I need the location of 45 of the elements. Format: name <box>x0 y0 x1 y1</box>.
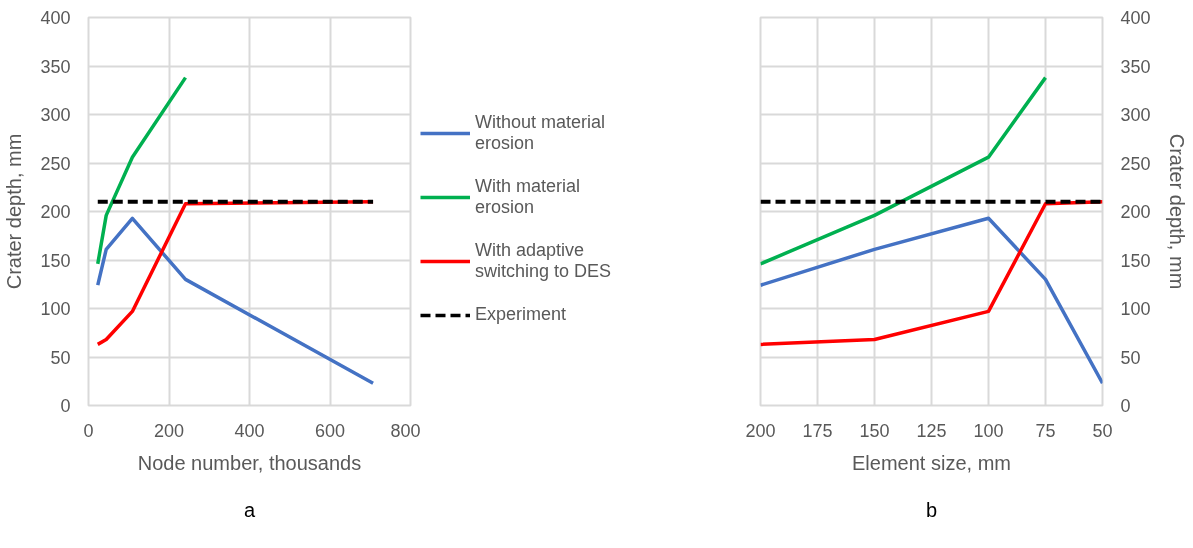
x-tick-label: 150 <box>859 420 890 441</box>
x-tick-label: 200 <box>153 420 185 441</box>
x-tick-label: 600 <box>314 420 346 441</box>
x-tick-label: 100 <box>973 420 1004 441</box>
y-tick-label: 350 <box>1120 56 1151 77</box>
line-series <box>760 75 1048 266</box>
x-tick-label: 125 <box>916 420 947 441</box>
x-tick-label: 50 <box>1092 420 1113 441</box>
legend-label: Without material erosion <box>475 112 606 154</box>
y-tick-label: 250 <box>1120 153 1151 174</box>
legend-label: With adaptive switching to DES <box>475 240 612 282</box>
x-axis-title: Element size, mm <box>852 451 1011 474</box>
x-tick-label: 75 <box>1035 420 1056 441</box>
text: b <box>925 498 938 521</box>
y-tick-label: 100 <box>1120 299 1151 319</box>
y-tick-label: 350 <box>40 56 71 77</box>
x-tick-label: 0 <box>83 420 94 441</box>
x-axis-title: Node number, thousands <box>137 451 362 474</box>
x-tick-label: 200 <box>745 420 776 441</box>
y-tick-label: 200 <box>1120 202 1151 222</box>
y-tick-label: 150 <box>1120 250 1151 271</box>
x-tick-label: 175 <box>802 420 833 441</box>
legend-label: Experiment <box>475 304 567 325</box>
y-tick-label: 50 <box>50 347 71 368</box>
line-series <box>96 75 188 266</box>
y-tick-label: 0 <box>60 396 71 416</box>
y-axis-title: Crater depth, mm <box>1165 133 1188 290</box>
line-series <box>96 216 375 385</box>
y-tick-label: 300 <box>1120 105 1151 125</box>
line-series <box>760 200 1103 347</box>
y-tick-label: 50 <box>1120 347 1141 368</box>
legend-label: With material erosion <box>475 176 581 218</box>
x-tick-label: 800 <box>390 420 421 441</box>
y-tick-label: 0 <box>1120 396 1131 416</box>
line-series <box>760 216 1103 385</box>
y-tick-label: 200 <box>40 202 71 222</box>
y-tick-label: 100 <box>40 299 71 319</box>
y-tick-label: 250 <box>40 153 71 174</box>
y-tick-label: 150 <box>40 250 71 271</box>
x-tick-label: 400 <box>234 420 265 441</box>
y-tick-label: 400 <box>1120 8 1151 28</box>
y-axis-title: Crater depth, mm <box>3 133 26 290</box>
y-tick-label: 400 <box>40 8 71 28</box>
y-tick-label: 300 <box>40 105 71 125</box>
text: a <box>243 498 256 521</box>
